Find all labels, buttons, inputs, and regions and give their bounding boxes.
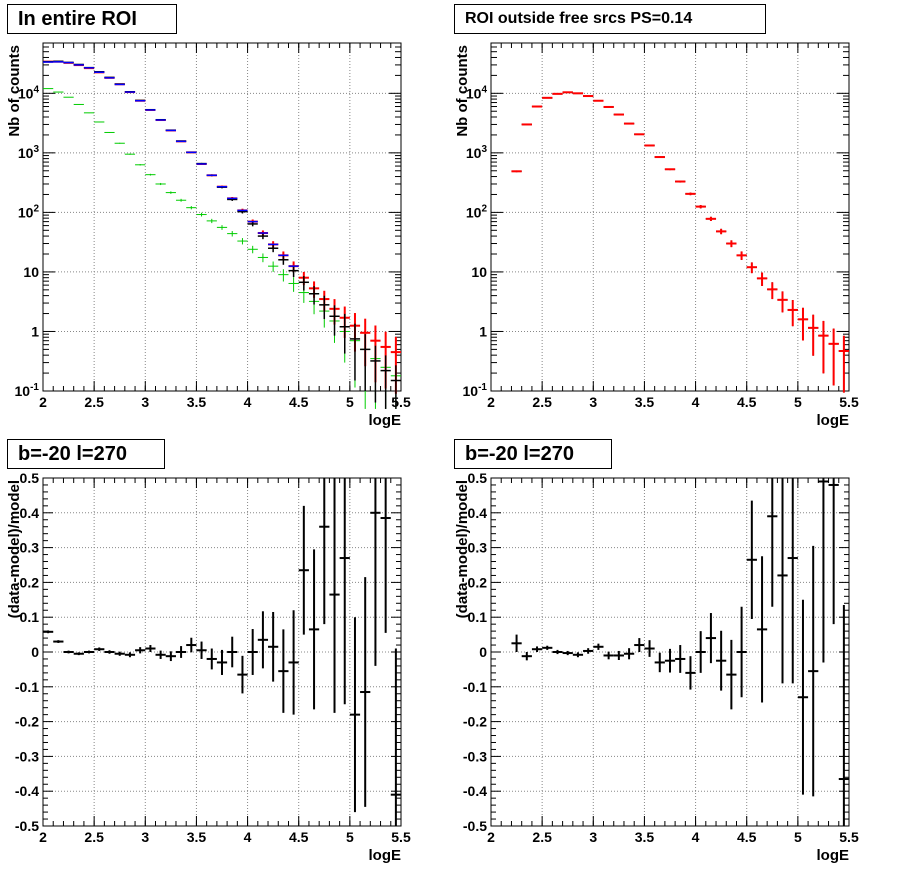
x-tick-label: 2 — [487, 394, 495, 410]
x-tick-label: 3 — [141, 394, 149, 410]
y-tick-label: 0.4 — [468, 505, 488, 521]
x-tick-label: 5 — [346, 829, 354, 845]
y-tick-label: 0.5 — [20, 470, 40, 486]
x-tick-label: 4.5 — [289, 394, 309, 410]
grid — [491, 43, 849, 391]
x-tick-label: 2 — [487, 829, 495, 845]
y-tick-label: 0 — [479, 644, 487, 660]
y-tick-label: 0.1 — [20, 609, 40, 625]
y-tick-label: 0.3 — [468, 540, 488, 556]
x-tick-label: 4.5 — [737, 829, 757, 845]
y-tick-label: 1 — [479, 323, 487, 339]
panel: 2 2.5 3 3.5 4 4.5 5 5.5 10-1 1 10 102 103 104 logE Nb o… — [454, 42, 859, 429]
y-axis-label: (data-model)/model — [454, 480, 471, 618]
plot-frame — [490, 477, 850, 827]
panel: 2 2.5 3 3.5 4 4.5 5 5.5 10-1 1 10 102 103 104 logE Nb o… — [6, 42, 411, 429]
x-tick-label: 4.5 — [289, 829, 309, 845]
y-tick-label: -0.2 — [15, 714, 39, 730]
panel: 2 2.5 3 3.5 4 4.5 5 5.5 -0.5 -0.4 -0.3 -0.2 -0.1 0 0.1… — [6, 470, 411, 864]
plot-frame — [490, 42, 850, 392]
y-tick-label: 1 — [31, 323, 39, 339]
y-tick-label: -0.5 — [463, 818, 487, 834]
y-tick-label: 0.1 — [468, 609, 488, 625]
y-tick-label: 0.2 — [20, 574, 40, 590]
panel-title: In entire ROI — [7, 4, 177, 34]
x-tick-label: 4 — [692, 829, 700, 845]
x-tick-label: 2.5 — [84, 829, 104, 845]
y-tick-label: -0.1 — [463, 679, 487, 695]
y-tick-label: 0 — [31, 644, 39, 660]
axes — [42, 42, 402, 392]
panel-title: ROI outside free srcs PS=0.14 — [454, 4, 766, 34]
y-tick-label: 10-1 — [463, 382, 488, 399]
panel-title: b=-20 l=270 — [454, 439, 612, 469]
y-tick-label: -0.3 — [15, 748, 39, 764]
y-tick-label: 103 — [466, 144, 488, 161]
x-axis-label: logE — [369, 847, 402, 864]
x-tick-label: 3.5 — [187, 829, 207, 845]
x-tick-label: 3.5 — [635, 394, 655, 410]
x-tick-label: 5.5 — [391, 394, 411, 410]
x-tick-label: 3.5 — [635, 829, 655, 845]
x-tick-label: 3 — [141, 829, 149, 845]
panel: 2 2.5 3 3.5 4 4.5 5 5.5 -0.5 -0.4 -0.3 -0.2 -0.1 0 0.1… — [454, 470, 859, 864]
y-tick-label: 104 — [18, 84, 40, 101]
x-tick-label: 4 — [244, 829, 252, 845]
x-tick-label: 3 — [589, 394, 597, 410]
y-tick-label: 102 — [466, 203, 488, 220]
x-tick-label: 3 — [589, 829, 597, 845]
x-tick-label: 5 — [794, 829, 802, 845]
panel-title: b=-20 l=270 — [7, 439, 165, 469]
y-tick-label: 104 — [466, 84, 488, 101]
x-tick-label: 5 — [346, 394, 354, 410]
x-tick-label: 5.5 — [391, 829, 411, 845]
x-tick-label: 2 — [39, 394, 47, 410]
y-tick-label: -0.4 — [15, 783, 39, 799]
x-tick-label: 2.5 — [532, 829, 552, 845]
x-tick-label: 3.5 — [187, 394, 207, 410]
y-tick-label: -0.4 — [463, 783, 487, 799]
y-tick-label: 0.4 — [20, 505, 40, 521]
x-tick-label: 2.5 — [532, 394, 552, 410]
y-tick-label: 10 — [23, 264, 39, 280]
grid — [43, 43, 401, 391]
x-tick-label: 5 — [794, 394, 802, 410]
x-tick-label: 4.5 — [737, 394, 757, 410]
y-tick-label: -0.3 — [463, 748, 487, 764]
y-tick-label: 10 — [471, 264, 487, 280]
y-axis-label: Nb of counts — [454, 45, 471, 137]
x-tick-label: 5.5 — [839, 394, 859, 410]
x-tick-label: 4 — [244, 394, 252, 410]
y-tick-label: 0.5 — [468, 470, 488, 486]
axes — [490, 477, 850, 827]
axes — [490, 42, 850, 392]
y-tick-label: -0.5 — [15, 818, 39, 834]
y-tick-label: 10-1 — [15, 382, 40, 399]
y-tick-label: 102 — [18, 203, 40, 220]
y-tick-label: 0.3 — [20, 540, 40, 556]
x-tick-label: 2 — [39, 829, 47, 845]
x-axis-label: logE — [817, 847, 850, 864]
x-tick-label: 5.5 — [839, 829, 859, 845]
x-tick-label: 2.5 — [84, 394, 104, 410]
y-tick-label: 0.2 — [468, 574, 488, 590]
x-tick-label: 4 — [692, 394, 700, 410]
x-axis-label: logE — [817, 412, 850, 429]
y-tick-label: -0.2 — [463, 714, 487, 730]
y-tick-label: 103 — [18, 144, 40, 161]
y-axis-label: (data-model)/model — [6, 480, 23, 618]
y-axis-label: Nb of counts — [6, 45, 23, 137]
plot-frame — [42, 477, 402, 827]
y-tick-label: -0.1 — [15, 679, 39, 695]
plot-frame — [42, 42, 402, 392]
x-axis-label: logE — [369, 412, 402, 429]
